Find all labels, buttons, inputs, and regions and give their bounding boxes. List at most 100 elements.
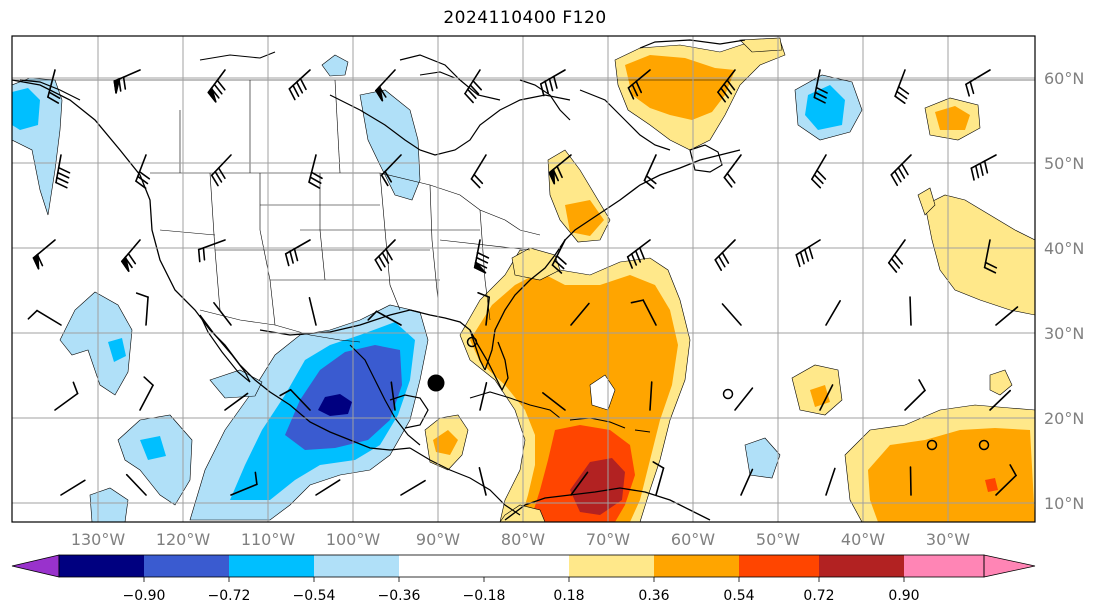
wind-barb — [55, 154, 71, 189]
lon-label: 130°W — [71, 530, 126, 549]
circle-marker — [926, 439, 938, 451]
colorbar-segment — [739, 555, 819, 577]
lon-label: 90°W — [416, 530, 460, 549]
wind-barb — [989, 389, 1012, 411]
wind-barb — [539, 69, 566, 97]
lat-label: 20°N — [1044, 409, 1084, 428]
wind-barb — [367, 310, 402, 326]
colorbar: −0.90 −0.72 −0.54 −0.36 −0.18 0.18 0.36 … — [11, 554, 1036, 604]
wind-barb — [723, 154, 742, 188]
storm-marker — [427, 374, 445, 392]
colorbar-segment — [569, 555, 654, 577]
colorbar-tick: −0.90 — [123, 588, 166, 604]
wind-barb — [995, 306, 1019, 326]
lon-label: 30°W — [926, 530, 970, 549]
lat-label: 10°N — [1044, 494, 1084, 513]
wind-barb — [32, 239, 56, 270]
wind-barb — [904, 379, 926, 411]
wind-barb — [825, 467, 836, 496]
wind-barb — [390, 381, 396, 411]
wind-barb — [374, 239, 396, 272]
lon-label: 70°W — [586, 530, 630, 549]
lon-label: 60°W — [671, 530, 715, 549]
wind-barb — [542, 392, 566, 411]
wind-barb — [570, 471, 589, 496]
lon-label: 100°W — [326, 530, 381, 549]
wind-barb — [995, 464, 1017, 496]
wind-barb — [813, 69, 828, 104]
wind-barb — [224, 392, 249, 411]
lon-label: 50°W — [756, 530, 800, 549]
wind-barb — [649, 381, 653, 411]
colorbar-extend-high — [983, 554, 1036, 578]
wind-barb — [473, 239, 490, 274]
wind-barb — [213, 302, 232, 326]
wind-barb — [308, 296, 317, 326]
colorbar-tick: 0.72 — [803, 588, 834, 604]
circle-marker — [466, 336, 478, 348]
wind-barb — [47, 69, 61, 104]
lat-label: 60°N — [1044, 69, 1084, 88]
wind-barb — [983, 239, 998, 274]
colorbar-tick: −0.18 — [463, 588, 506, 604]
wind-barb — [819, 384, 834, 411]
wind-barb — [717, 69, 736, 103]
wind-barb — [315, 479, 341, 496]
wind-barb — [551, 239, 567, 274]
wind-barb — [464, 69, 483, 104]
longitude-labels: 130°W 120°W 110°W 100°W 90°W 80°W 70°W 6… — [71, 530, 970, 549]
wind-barb — [909, 466, 912, 496]
wind-barb — [60, 479, 86, 496]
wind-barb — [125, 473, 147, 496]
latitude-labels: 60°N 50°N 40°N 30°N 20°N 10°N — [1044, 69, 1084, 513]
colorbar-segment — [654, 555, 739, 577]
wind-barb — [643, 154, 657, 189]
wind-barb — [811, 154, 827, 189]
wind-barb — [714, 239, 736, 272]
wind-barb — [54, 381, 79, 411]
wind-barb — [721, 303, 742, 326]
colorbar-tick: 0.18 — [553, 588, 584, 604]
wind-barb — [965, 69, 991, 97]
gridlines — [12, 36, 1035, 522]
wind-barb — [627, 69, 651, 100]
colorbar-segment — [314, 555, 399, 577]
map-title: 2024110400 F120 — [443, 8, 607, 28]
wind-barb — [630, 299, 657, 326]
lat-label: 50°N — [1044, 154, 1084, 173]
wind-barb — [894, 69, 910, 104]
colorbar-tick: 0.90 — [888, 588, 919, 604]
wind-barb — [120, 239, 141, 273]
circle-marker — [978, 439, 990, 451]
wind-barb — [970, 154, 997, 181]
colorbar-tick: 0.54 — [723, 588, 754, 604]
wind-barb — [135, 292, 149, 326]
shaded-anomaly-layer — [12, 37, 1035, 522]
colorbar-segment — [59, 555, 144, 577]
lon-label: 120°W — [156, 530, 211, 549]
wind-barb — [135, 154, 151, 189]
wind-barb — [570, 302, 590, 326]
lat-label: 30°N — [1044, 324, 1084, 343]
wind-barb — [477, 291, 491, 326]
wind-barb — [652, 461, 665, 496]
lon-label: 40°W — [841, 530, 885, 549]
colorbar-segment — [144, 555, 229, 577]
wind-barb — [400, 479, 426, 496]
colorbar-segment — [484, 555, 569, 577]
wind-barb — [479, 381, 488, 411]
wind-barb — [113, 69, 141, 94]
wind-barb — [890, 154, 912, 187]
wind-barb — [139, 376, 154, 411]
lon-label: 110°W — [241, 530, 296, 549]
lat-label: 40°N — [1044, 239, 1084, 258]
wind-barb — [288, 69, 311, 101]
circle-marker — [722, 388, 734, 400]
colorbar-tick: −0.36 — [378, 588, 421, 604]
wind-barb — [887, 239, 906, 273]
colorbar-segment — [904, 555, 984, 577]
wind-barb — [380, 154, 402, 187]
wind-barbs — [27, 69, 1019, 496]
wind-barb — [795, 239, 821, 268]
colorbar-tick: 0.36 — [638, 588, 669, 604]
